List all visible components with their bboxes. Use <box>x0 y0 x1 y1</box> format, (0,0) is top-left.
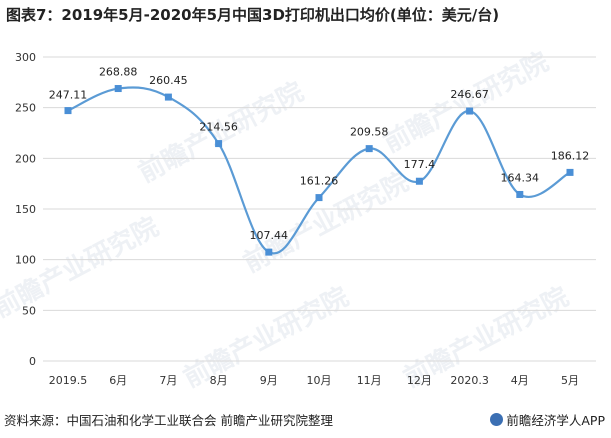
x-tick-label: 6月 <box>109 374 127 387</box>
data-label: 161.26 <box>300 175 339 188</box>
x-tick-label: 8月 <box>210 374 228 387</box>
data-label: 247.11 <box>49 89 88 102</box>
data-point <box>114 85 122 93</box>
data-point <box>365 145 373 153</box>
x-tick-label: 7月 <box>159 374 177 387</box>
x-tick-label: 10月 <box>307 374 332 387</box>
data-markers <box>64 85 574 256</box>
data-point <box>466 107 474 115</box>
data-point <box>516 190 524 198</box>
data-label: 164.34 <box>501 171 540 184</box>
data-label: 177.4 <box>404 158 436 171</box>
data-label: 260.45 <box>149 74 188 87</box>
y-tick-label: 150 <box>15 203 36 216</box>
x-tick-label: 5月 <box>561 374 579 387</box>
data-label: 214.56 <box>199 121 238 134</box>
x-tick-label: 11月 <box>357 374 382 387</box>
brand-logo-icon <box>490 413 504 426</box>
data-point <box>315 194 323 202</box>
data-point <box>265 248 273 256</box>
data-label: 246.67 <box>450 88 489 101</box>
data-point <box>64 107 72 115</box>
x-axis: 2019.5 6月 7月 8月 9月 10月 11月 12月 2020.3 4月 5月 <box>49 374 579 387</box>
data-label: 107.44 <box>250 229 289 242</box>
data-point <box>415 177 423 185</box>
x-tick-label: 4月 <box>511 374 529 387</box>
data-label: 186.12 <box>551 149 590 162</box>
data-labels: 247.11 268.88 260.45 214.56 107.44 161.26 209.… <box>49 66 590 243</box>
data-point <box>215 140 223 148</box>
brand-name: 前瞻经济学人APP <box>506 413 605 428</box>
x-tick-label: 12月 <box>407 374 432 387</box>
source-note: 资料来源：中国石油和化学工业联合会 前瞻产业研究院整理 <box>4 413 333 428</box>
grid-lines <box>43 56 596 362</box>
data-label: 268.88 <box>99 66 138 79</box>
watermark-text: 前瞻产业研究院 <box>378 46 553 159</box>
y-tick-label: 300 <box>15 51 36 64</box>
x-tick-label: 2020.3 <box>450 374 489 387</box>
y-tick-label: 200 <box>15 152 36 165</box>
chart-title: 图表7：2019年5月-2020年5月中国3D打印机出口均价(单位：美元/台) <box>6 6 500 24</box>
data-point <box>164 93 172 101</box>
data-point <box>566 168 574 176</box>
x-tick-label: 2019.5 <box>49 374 88 387</box>
data-label: 209.58 <box>350 126 389 139</box>
brand-credit: 前瞻经济学人APP <box>490 410 605 429</box>
x-tick-label: 9月 <box>260 374 278 387</box>
y-tick-label: 250 <box>15 102 36 115</box>
y-tick-label: 100 <box>15 254 36 267</box>
y-tick-label: 50 <box>22 304 36 317</box>
y-axis: 0 50 100 150 200 250 300 <box>15 51 36 368</box>
y-tick-label: 0 <box>29 355 36 368</box>
